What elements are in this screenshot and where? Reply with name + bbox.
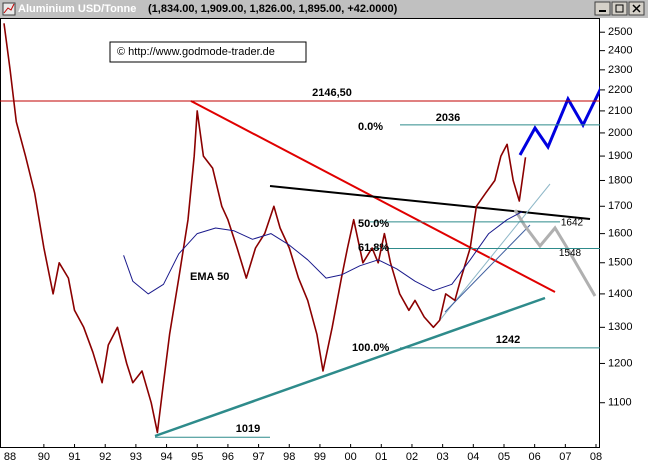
level-label: 1642 <box>561 218 584 229</box>
price-line <box>3 23 527 434</box>
x-tick-label: 93 <box>130 451 142 463</box>
plot-frame <box>0 18 600 448</box>
level-label: 2036 <box>436 112 460 124</box>
ema-line <box>123 211 523 295</box>
neckline <box>269 185 591 220</box>
x-tick-label: 97 <box>252 451 264 463</box>
x-tick-label: 98 <box>283 451 295 463</box>
y-tick-label: 2200 <box>608 84 632 96</box>
x-tick-label: 88 <box>4 451 16 463</box>
x-tick-label: 95 <box>191 451 203 463</box>
minimize-button[interactable] <box>594 1 611 16</box>
y-tick-label: 1600 <box>608 228 632 240</box>
fib-label: 61.8% <box>358 242 389 254</box>
y-tick-label: 1300 <box>608 321 632 333</box>
y-tick-label: 1800 <box>608 174 632 186</box>
x-tick-label: 00 <box>344 451 356 463</box>
close-glyph <box>632 4 641 13</box>
copyright-box <box>109 41 307 63</box>
window-icon-glyph <box>3 3 15 14</box>
y-tick-label: 2300 <box>608 64 632 76</box>
title-bar-bg <box>0 0 648 18</box>
x-tick-label: 96 <box>222 451 234 463</box>
channel-line <box>444 224 531 313</box>
maximize-glyph <box>615 4 624 13</box>
y-tick-label: 2100 <box>608 105 632 117</box>
y-tick-label: 2500 <box>608 26 632 38</box>
x-tick-label: 01 <box>375 451 387 463</box>
y-tick-label: 1900 <box>608 150 632 162</box>
plot-area <box>0 23 600 438</box>
maximize-button[interactable] <box>611 1 628 16</box>
y-tick-label: 1500 <box>608 257 632 269</box>
support-trendline <box>154 296 546 438</box>
level-label: 1242 <box>496 334 520 346</box>
channel-line <box>439 183 551 321</box>
x-tick-label: 02 <box>406 451 418 463</box>
x-tick-label: 03 <box>437 451 449 463</box>
x-tick-label: 06 <box>529 451 541 463</box>
fib-label: 50.0% <box>358 218 389 230</box>
fib-label: 100.0% <box>352 342 390 354</box>
level-label: 1019 <box>236 423 260 435</box>
x-tick-label: 90 <box>38 451 50 463</box>
level-label: 2146,50 <box>312 87 352 99</box>
window-title: Aluminium USD/Tonne <box>18 3 136 15</box>
y-tick-label: 1100 <box>608 397 632 409</box>
forecast-bear <box>513 209 597 297</box>
title-bar: Aluminium USD/Tonne (1,834.00, 1,909.00,… <box>0 0 648 18</box>
y-tick-label: 1200 <box>608 357 632 369</box>
forecast-bull <box>518 85 600 156</box>
x-tick-label: 91 <box>68 451 80 463</box>
x-tick-label: 99 <box>314 451 326 463</box>
level-label: 1548 <box>559 248 582 259</box>
x-tick-label: 92 <box>99 451 111 463</box>
x-tick-label: 05 <box>498 451 510 463</box>
ema-label: EMA 50 <box>190 271 229 283</box>
x-tick-label: 94 <box>160 451 172 463</box>
fib-label: 0.0% <box>358 121 383 133</box>
y-tick-label: 1400 <box>608 288 632 300</box>
y-tick-label: 2400 <box>608 45 632 57</box>
x-tick-label: 07 <box>559 451 571 463</box>
y-tick-label: 2000 <box>608 127 632 139</box>
y-tick-label: 1700 <box>608 200 632 212</box>
window-quote: (1,834.00, 1,909.00, 1,826.00, 1,895.00,… <box>148 3 398 15</box>
x-tick-label: 08 <box>590 451 602 463</box>
x-tick-label: 04 <box>467 451 479 463</box>
copyright: © http://www.godmode-trader.de <box>117 46 275 58</box>
